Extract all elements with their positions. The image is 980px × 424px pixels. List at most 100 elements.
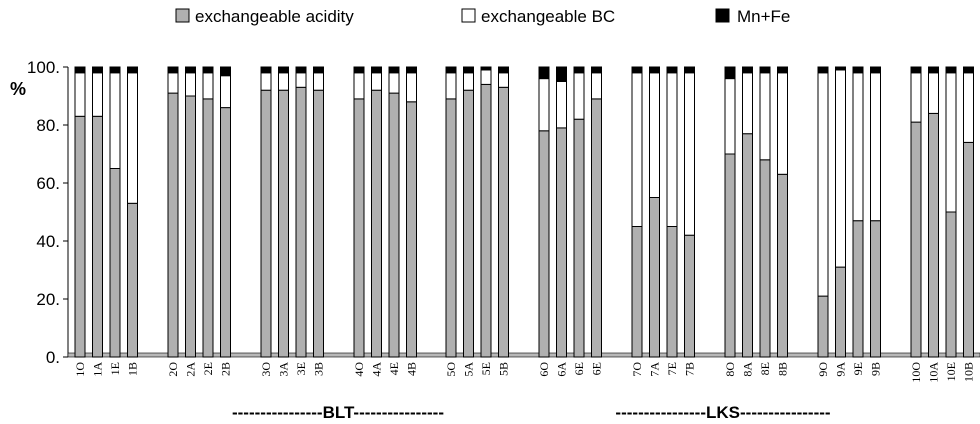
x-tick-label: 4A <box>370 362 384 377</box>
bar-segment-mnfe <box>74 66 86 74</box>
bar-segment-acidity <box>388 92 400 358</box>
bar-segment-bc <box>388 72 400 94</box>
bar-segment-acidity <box>74 115 86 358</box>
x-axis <box>67 352 980 358</box>
bar-segment-acidity <box>777 173 788 358</box>
x-tick-label: 5E <box>479 362 493 375</box>
bar-segment-mnfe <box>167 66 179 74</box>
x-tick-label: 8A <box>741 362 755 377</box>
x-tick-label: 5A <box>462 362 476 377</box>
bar-segment-bc <box>852 72 864 222</box>
x-tick-label: 7E <box>665 362 679 375</box>
x-tick-label: 3O <box>259 362 273 377</box>
y-tick-label: 40. <box>36 232 60 251</box>
bar-segment-bc <box>74 72 86 117</box>
bar-segment-acidity <box>353 98 365 358</box>
bar-segment-acidity <box>724 153 736 358</box>
x-axis-floor <box>67 352 980 358</box>
bar-segment-bc <box>684 72 695 236</box>
y-axis: 0. 20. 40. 60. 80. 100. <box>27 58 69 367</box>
bar-segment-acidity <box>202 98 214 358</box>
bar-segment-acidity <box>631 226 643 358</box>
legend: exchangeable acidity exchangeable BC Mn+… <box>175 7 790 26</box>
group-label-lks: ----------------LKS---------------- <box>615 403 830 422</box>
bar-segment-bc <box>202 72 214 100</box>
x-tick-label: 1O <box>73 362 87 377</box>
x-tick-label: 1B <box>126 362 140 376</box>
bar-segment-acidity <box>313 89 324 358</box>
bar-segment-mnfe <box>852 66 864 74</box>
bar-segment-bc <box>127 72 138 204</box>
bar-segment-mnfe <box>573 66 585 74</box>
bar-segment-bc <box>870 72 881 222</box>
bar-segment-acidity <box>649 197 660 358</box>
bar-segment-mnfe <box>463 66 474 74</box>
x-tick-label: 8B <box>776 362 790 376</box>
bar-segment-acidity <box>406 101 417 358</box>
bar-segment-mnfe <box>556 66 567 82</box>
bar-segment-acidity <box>92 115 103 358</box>
bar-segment-mnfe <box>817 66 829 74</box>
bar-segment-mnfe <box>498 66 509 74</box>
bar-segment-mnfe <box>777 66 788 74</box>
bar-segment-acidity <box>480 83 492 358</box>
bar-segment-bc <box>817 72 829 297</box>
bar-segment-bc <box>278 72 289 91</box>
x-tick-label: 7O <box>630 362 644 377</box>
group-label-blt: ----------------BLT---------------- <box>232 403 444 422</box>
bar-segment-acidity <box>127 202 138 358</box>
x-tick-label: 7B <box>683 362 697 376</box>
bar-segment-mnfe <box>278 66 289 74</box>
bar-segment-mnfe <box>127 66 138 74</box>
bar-segment-mnfe <box>835 66 846 71</box>
bar-segment-bc <box>963 72 974 143</box>
bar-segment-mnfe <box>202 66 214 74</box>
y-axis-title: % <box>10 79 26 99</box>
bar-segment-mnfe <box>963 66 974 74</box>
x-tick-label: 10A <box>927 362 941 383</box>
legend-label-acidity: exchangeable acidity <box>195 7 354 26</box>
bar-segment-mnfe <box>185 66 196 74</box>
bar-segment-acidity <box>109 168 121 358</box>
bar-segment-bc <box>573 72 585 120</box>
x-tick-label: 6O <box>537 362 551 377</box>
bar-segment-mnfe <box>666 66 678 74</box>
bar-segment-acidity <box>666 226 678 358</box>
bar-segment-acidity <box>835 266 846 358</box>
bar-segment-bc <box>109 72 121 169</box>
x-tick-label: 9O <box>816 362 830 377</box>
y-tick-label: 20. <box>36 290 60 309</box>
x-tick-label: 3B <box>312 362 326 376</box>
bar-segment-acidity <box>817 295 829 358</box>
bar-segment-bc <box>945 72 957 213</box>
bar-segment-bc <box>220 75 231 109</box>
bar-segment-bc <box>742 72 753 135</box>
bar-segment-mnfe <box>220 66 231 77</box>
bar-segment-mnfe <box>910 66 922 74</box>
x-tick-label: 3E <box>294 362 308 375</box>
x-tick-label: 1A <box>91 362 105 377</box>
x-tick-labels: 1O 1A 1E 1B 2O 2A 2E 2B 3O 3A 3E 3B 4O 4A 4E 4B 5O 5A 5E 5B… <box>73 362 976 383</box>
x-tick-label: 5B <box>497 362 511 376</box>
bar-segment-mnfe <box>445 66 457 74</box>
bar-segment-mnfe <box>406 66 417 74</box>
bar-segment-mnfe <box>684 66 695 74</box>
bar-segment-bc <box>928 72 939 114</box>
bar-segment-acidity <box>371 89 382 358</box>
bar-segment-acidity <box>278 89 289 358</box>
y-tick-label: 60. <box>36 174 60 193</box>
bar-segment-mnfe <box>649 66 660 74</box>
y-tick-label: 100. <box>27 58 60 77</box>
x-tick-label: 7A <box>648 362 662 377</box>
bar-segment-bc <box>445 72 457 100</box>
bar-segment-mnfe <box>353 66 365 74</box>
bar-segment-mnfe <box>313 66 324 74</box>
x-tick-label: 2A <box>184 362 198 377</box>
x-tick-label: 2O <box>166 362 180 377</box>
x-tick-label: 9B <box>869 362 883 376</box>
bar-segment-acidity <box>852 220 864 358</box>
bar-segment-acidity <box>928 112 939 358</box>
bars <box>74 66 974 358</box>
bar-segment-bc <box>498 72 509 88</box>
